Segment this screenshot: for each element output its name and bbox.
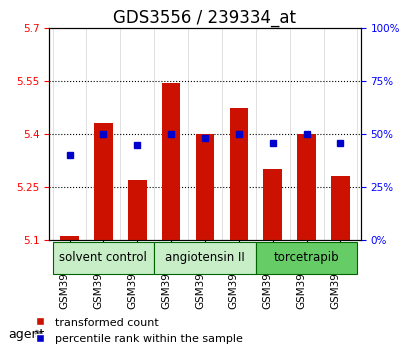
Legend: transformed count, percentile rank within the sample: transformed count, percentile rank withi… [30,313,246,348]
Bar [128,180,146,240]
Text: agent: agent [8,328,44,341]
Bar [94,124,112,240]
Title: GDS3556 / 239334_at: GDS3556 / 239334_at [113,9,296,27]
Bar [162,83,180,240]
Text: angiotensin II: angiotensin II [165,251,244,264]
Bar [229,108,247,240]
FancyBboxPatch shape [52,241,154,274]
Text: torcetrapib: torcetrapib [273,251,339,264]
FancyBboxPatch shape [154,241,255,274]
Bar [297,134,315,240]
Bar [263,169,281,240]
Bar [330,176,349,240]
Bar [195,134,214,240]
FancyBboxPatch shape [255,241,357,274]
Text: solvent control: solvent control [59,251,147,264]
Bar [60,236,79,240]
